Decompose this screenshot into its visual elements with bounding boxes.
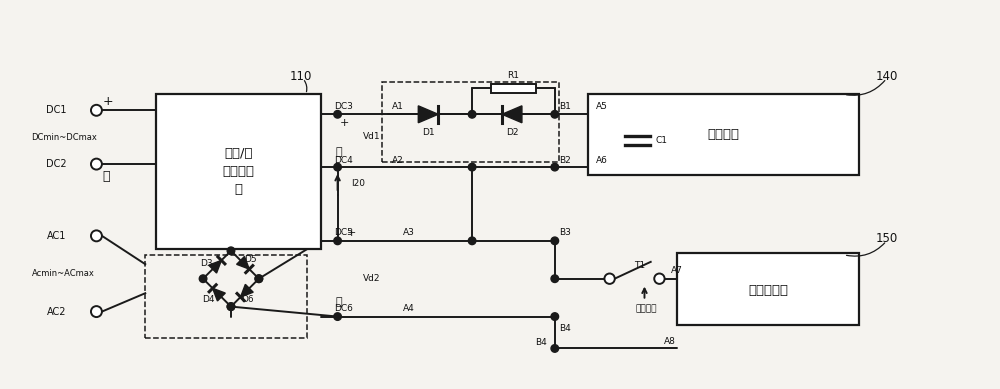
- Text: Acmin~ACmax: Acmin~ACmax: [32, 269, 95, 278]
- FancyBboxPatch shape: [677, 253, 859, 324]
- Text: DC4: DC4: [335, 156, 353, 165]
- Text: －: －: [103, 170, 110, 182]
- Text: B4: B4: [535, 338, 547, 347]
- FancyBboxPatch shape: [156, 95, 321, 249]
- Text: B3: B3: [559, 228, 571, 237]
- Text: D4: D4: [202, 295, 215, 304]
- Text: +: +: [347, 228, 356, 238]
- FancyBboxPatch shape: [491, 84, 536, 93]
- Circle shape: [91, 105, 102, 116]
- Polygon shape: [213, 288, 225, 301]
- FancyBboxPatch shape: [588, 95, 859, 175]
- Circle shape: [551, 110, 559, 118]
- Text: －: －: [335, 297, 342, 307]
- Polygon shape: [502, 106, 522, 123]
- Circle shape: [91, 230, 102, 241]
- Text: 控制信号: 控制信号: [636, 304, 657, 313]
- Text: A3: A3: [403, 228, 415, 237]
- Text: D1: D1: [422, 128, 435, 137]
- Text: 接触器线包: 接触器线包: [748, 284, 788, 297]
- Text: DC6: DC6: [335, 304, 353, 313]
- Text: B4: B4: [559, 324, 571, 333]
- Text: A6: A6: [596, 156, 608, 165]
- Text: 110: 110: [290, 70, 312, 83]
- Circle shape: [255, 275, 263, 282]
- Text: 140: 140: [875, 70, 898, 83]
- Circle shape: [199, 275, 207, 282]
- Circle shape: [255, 275, 263, 282]
- Polygon shape: [237, 256, 249, 269]
- Text: +: +: [103, 95, 114, 108]
- Text: A1: A1: [392, 102, 404, 111]
- Text: Vd1: Vd1: [362, 132, 380, 141]
- Text: Vd2: Vd2: [362, 274, 380, 283]
- Circle shape: [654, 273, 665, 284]
- Circle shape: [551, 313, 559, 321]
- Text: 150: 150: [875, 232, 898, 245]
- Text: B1: B1: [559, 102, 571, 111]
- Text: DC1: DC1: [46, 105, 67, 115]
- Text: DCmin~DCmax: DCmin~DCmax: [31, 133, 97, 142]
- Text: DC3: DC3: [335, 102, 353, 111]
- Circle shape: [551, 163, 559, 171]
- Text: I20: I20: [352, 179, 366, 187]
- Text: D5: D5: [244, 255, 257, 264]
- Circle shape: [334, 313, 341, 321]
- Circle shape: [468, 163, 476, 171]
- Circle shape: [91, 306, 102, 317]
- Circle shape: [468, 110, 476, 118]
- Circle shape: [604, 273, 615, 284]
- Circle shape: [551, 345, 559, 352]
- Text: A2: A2: [392, 156, 404, 165]
- Text: C1: C1: [655, 136, 667, 145]
- Circle shape: [334, 237, 341, 245]
- Text: R1: R1: [507, 71, 519, 80]
- Text: A7: A7: [671, 266, 683, 275]
- Circle shape: [468, 237, 476, 245]
- Polygon shape: [418, 106, 438, 123]
- Text: AC1: AC1: [47, 231, 66, 241]
- Circle shape: [227, 247, 235, 254]
- Text: A4: A4: [403, 304, 415, 313]
- Polygon shape: [209, 260, 221, 273]
- Text: +: +: [340, 118, 349, 128]
- Text: D3: D3: [200, 259, 213, 268]
- Circle shape: [334, 110, 341, 118]
- Text: DC2: DC2: [46, 159, 67, 169]
- Polygon shape: [241, 284, 253, 297]
- Text: 直流/直
流转换单
元: 直流/直 流转换单 元: [222, 147, 254, 196]
- Text: DC5: DC5: [335, 228, 353, 237]
- Text: B2: B2: [559, 156, 571, 165]
- Circle shape: [91, 159, 102, 170]
- Circle shape: [227, 303, 235, 310]
- Text: A5: A5: [596, 102, 608, 111]
- Circle shape: [551, 237, 559, 245]
- Circle shape: [334, 163, 341, 171]
- Text: A8: A8: [663, 337, 675, 346]
- Text: D2: D2: [506, 128, 518, 137]
- Text: T1: T1: [634, 261, 645, 270]
- Text: 储能单元: 储能单元: [707, 128, 739, 141]
- Circle shape: [227, 303, 235, 310]
- Text: －: －: [335, 147, 342, 157]
- Text: D6: D6: [241, 295, 254, 304]
- Text: AC2: AC2: [47, 307, 66, 317]
- Circle shape: [551, 275, 559, 282]
